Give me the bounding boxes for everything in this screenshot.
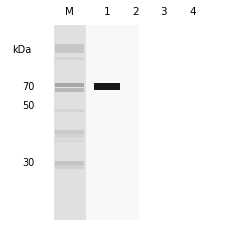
Bar [55,109,84,112]
Text: 50: 50 [23,101,35,111]
Bar [86,25,139,220]
Text: 70: 70 [23,82,35,92]
Text: kDa: kDa [12,45,31,55]
Bar [55,161,84,165]
Bar [55,130,84,134]
Bar [55,165,84,169]
Bar [54,25,86,220]
Bar [55,49,84,53]
Bar [55,44,84,48]
Bar [55,83,84,87]
Bar [94,83,120,90]
Text: M: M [65,7,73,17]
Text: 2: 2 [132,7,139,17]
Text: 3: 3 [161,7,167,17]
Text: 1: 1 [104,7,110,17]
Text: 4: 4 [189,7,196,17]
Bar [55,57,84,60]
Bar [55,139,84,142]
Text: 30: 30 [23,158,35,168]
Bar [55,88,84,91]
Bar [55,134,84,138]
